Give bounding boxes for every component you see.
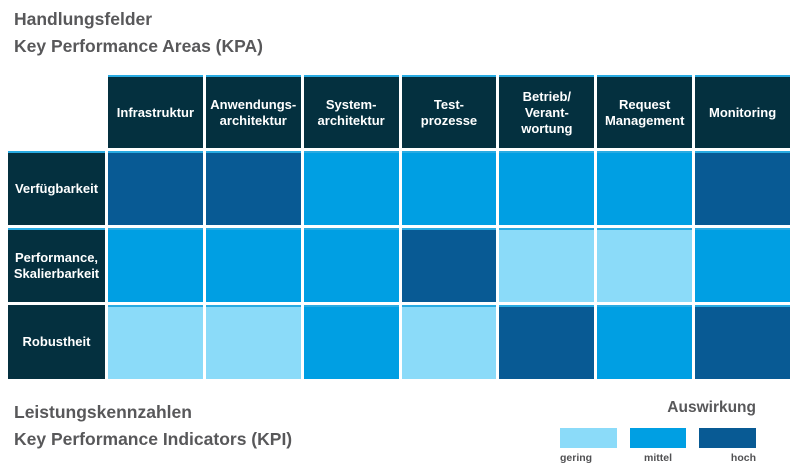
column-header-6-label: Request Management (604, 96, 685, 128)
matrix-cell-r3c4 (401, 305, 497, 379)
matrix-cell-r1c7 (695, 151, 790, 225)
matrix-cell-r2c6 (597, 228, 693, 302)
matrix-cell-r3c2 (205, 305, 301, 379)
row-header-3: Robustheit (8, 305, 105, 379)
matrix-cell-r3c5 (499, 305, 595, 379)
legend-label-mittel: mittel (644, 452, 673, 464)
legend-label-hoch: hoch (730, 452, 757, 464)
matrix-cell-r3c6 (597, 305, 693, 379)
matrix-cell-r2c1 (108, 228, 203, 302)
impact-legend: Auswirkung gering mittel hoch (560, 399, 757, 464)
row-header-2: Performance, Skalierbarkeit (8, 228, 105, 302)
column-header-7: Monitoring (695, 75, 790, 148)
kpa-title-line2: Key Performance Areas (KPA) (14, 36, 263, 56)
row-header-3-label: Robustheit (22, 334, 91, 349)
kpa-title: Handlungsfelder Key Performance Areas (K… (14, 6, 263, 60)
legend-label-gering: gering (560, 452, 593, 464)
matrix-cell-r1c6 (597, 151, 693, 225)
column-header-2: Anwendungs- architektur (205, 75, 301, 148)
column-header-3-label: System- architektur (317, 96, 385, 128)
matrix-cell-r3c7 (695, 305, 790, 379)
kpa-title-line1: Handlungsfelder (14, 9, 153, 29)
matrix-cell-r3c3 (303, 305, 399, 379)
legend-title: Auswirkung (667, 399, 756, 416)
matrix-cell-r2c2 (205, 228, 301, 302)
column-header-1-label: Infrastruktur (116, 104, 195, 120)
column-header-6: Request Management (597, 75, 693, 148)
legend-swatches (560, 428, 757, 448)
column-header-5: Betrieb/ Verant- wortung (499, 75, 595, 148)
legend-swatch-mittel (629, 428, 687, 448)
matrix-cell-r3c1 (108, 305, 203, 379)
column-header-7-label: Monitoring (708, 104, 777, 120)
row-header-1-label: Verfügbarkeit (14, 181, 99, 196)
column-header-4-label: Test- prozesse (420, 96, 478, 128)
kpi-title: Leistungskennzahlen Key Performance Indi… (14, 399, 292, 453)
column-header-2-label: Anwendungs- architektur (210, 96, 297, 128)
legend-labels: gering mittel hoch (560, 452, 756, 464)
matrix-cell-r1c4 (401, 151, 497, 225)
column-header-4: Test- prozesse (401, 75, 497, 148)
matrix-cell-r2c5 (499, 228, 595, 302)
legend-swatch-gering (560, 428, 617, 448)
kpi-title-line2: Key Performance Indicators (KPI) (14, 429, 293, 449)
matrix-cell-r1c2 (205, 151, 301, 225)
matrix-cell-r1c5 (499, 151, 595, 225)
kpi-title-line1: Leistungskennzahlen (14, 402, 192, 422)
matrix-cell-r1c1 (108, 151, 203, 225)
column-header-5-label: Betrieb/ Verant- wortung (521, 88, 573, 136)
matrix-corner (8, 75, 105, 148)
matrix-cell-r2c3 (303, 228, 399, 302)
column-header-1: Infrastruktur (108, 75, 203, 148)
matrix-cell-r2c7 (695, 228, 790, 302)
row-header-2-label: Performance, Skalierbarkeit (13, 250, 100, 281)
matrix-cell-r1c3 (303, 151, 399, 225)
matrix-cell-r2c4 (401, 228, 497, 302)
legend-swatch-hoch (699, 428, 757, 448)
column-header-3: System- architektur (303, 75, 399, 148)
kpa-kpi-matrix: Infrastruktur Anwendungs- architektur Syst… (8, 75, 790, 379)
row-header-1: Verfügbarkeit (8, 151, 105, 225)
